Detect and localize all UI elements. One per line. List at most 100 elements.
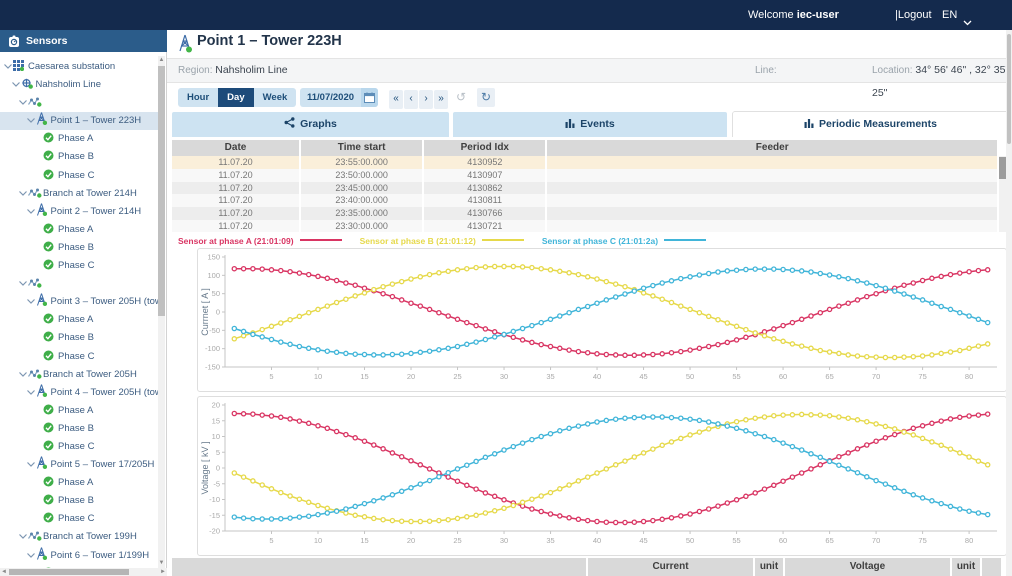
tree-item-phase[interactable]: Phase C	[0, 257, 160, 275]
range-button-day[interactable]: Day	[218, 88, 253, 107]
legend-item-phase-a[interactable]: Sensor at phase A (21:01:09)	[178, 236, 342, 246]
legend-item-phase-b[interactable]: Sensor at phase B (21:01:12)	[360, 236, 524, 246]
tree-item-phase[interactable]: Phase A	[0, 311, 160, 329]
tree-item-point-4-tower-205h-towards-1-205h[interactable]: Point 4 – Tower 205H (towards 1/205H)	[0, 384, 160, 402]
caret-down-icon[interactable]	[18, 94, 28, 112]
caret-down-icon[interactable]	[26, 112, 36, 130]
date-value[interactable]: 11/07/2020	[300, 88, 361, 107]
tree-item-phase[interactable]: Phase B	[0, 148, 160, 166]
calendar-icon[interactable]	[361, 88, 378, 107]
caret-down-icon[interactable]	[26, 203, 36, 221]
table-row[interactable]: 11.07.2023:50:00.0004130907	[172, 169, 999, 182]
y-tick-label: 150	[207, 253, 220, 262]
range-button-week[interactable]: Week	[254, 88, 297, 107]
x-tick-label: 75	[918, 536, 926, 545]
tree-item-phase[interactable]: Phase B	[0, 239, 160, 257]
tree-item-branch-at-tower-199h[interactable]: Branch at Tower 199H	[0, 528, 160, 546]
column-header-period-idx[interactable]: Period Idx	[424, 140, 547, 156]
scroll-down-icon[interactable]: ▼	[158, 559, 165, 568]
previous-icon[interactable]: ‹	[404, 90, 418, 109]
tree-item-branch[interactable]	[0, 94, 160, 112]
tree-item-point-2-tower-214h[interactable]: Point 2 – Tower 214H	[0, 203, 160, 221]
table-row[interactable]: 11.07.2023:40:00.0004130811	[172, 194, 999, 207]
scroll-left-icon[interactable]: ◄	[0, 568, 8, 576]
first-page-icon[interactable]: «	[389, 90, 403, 109]
undo-icon[interactable]: ↺	[453, 88, 469, 107]
tree-item-phase[interactable]: Phase B	[0, 492, 160, 510]
caret-down-icon[interactable]	[18, 275, 28, 293]
caret-down-icon[interactable]	[18, 185, 28, 203]
caret-down-icon[interactable]	[26, 547, 36, 565]
range-button-hour[interactable]: Hour	[178, 88, 218, 107]
tree-item-phase[interactable]: Phase C	[0, 348, 160, 366]
tree-item-branch[interactable]	[0, 275, 160, 293]
sensor-badge-icon	[8, 34, 20, 56]
caret-down-icon[interactable]	[26, 384, 36, 402]
caret-down-icon[interactable]	[18, 528, 28, 546]
x-tick-label: 5	[269, 536, 273, 545]
table-row[interactable]: 11.07.2023:45:00.0004130862	[172, 182, 999, 195]
x-tick-label: 50	[686, 372, 694, 381]
date-picker[interactable]: 11/07/2020	[300, 88, 378, 107]
caret-down-icon[interactable]	[26, 456, 36, 474]
cell-period-idx: 4130907	[424, 169, 547, 182]
caret-down-icon[interactable]	[26, 293, 36, 311]
tree-item-phase[interactable]: Phase A	[0, 402, 160, 420]
column-header-time-start[interactable]: Time start	[301, 140, 424, 156]
sidebar-vertical-scrollbar[interactable]: ▲ ▼	[158, 56, 165, 568]
tree-item-nahsholim-line[interactable]: Nahsholim Line	[0, 76, 160, 94]
sidebar-header: Sensors	[0, 30, 167, 52]
column-header-feeder[interactable]: Feeder	[547, 140, 999, 156]
scrollbar-thumb[interactable]	[9, 569, 129, 575]
column-header-date[interactable]: Date	[172, 140, 301, 156]
tab-periodic-measurements[interactable]: Periodic Measurements	[733, 112, 1008, 137]
tree-item-branch-at-tower-214h[interactable]: Branch at Tower 214H	[0, 185, 160, 203]
refresh-icon[interactable]: ↻	[477, 88, 495, 107]
tab-graphs[interactable]: Graphs	[172, 112, 449, 137]
tree-item-label: Branch at Tower 214H	[43, 188, 137, 199]
logout-link[interactable]: |Logout	[895, 0, 932, 30]
table-scrollbar[interactable]	[999, 156, 1006, 232]
tree-item-phase[interactable]: Phase B	[0, 420, 160, 438]
table-row[interactable]: 11.07.2023:35:00.0004130766	[172, 207, 999, 220]
tree-item-phase[interactable]: Phase C	[0, 510, 160, 528]
x-tick-label: 55	[732, 372, 740, 381]
caret-down-icon[interactable]	[11, 76, 21, 94]
tree-item-phase[interactable]: Phase C	[0, 438, 160, 456]
scrollbar-thumb[interactable]	[1007, 34, 1011, 144]
tree-item-point-3-tower-205h-towards-206h[interactable]: Point 3 – Tower 205H (towards 206H)	[0, 293, 160, 311]
tree-item-phase[interactable]: Phase A	[0, 474, 160, 492]
bottom-bar-cell-unit: unit	[755, 558, 785, 576]
page-scrollbar[interactable]	[1006, 30, 1012, 576]
caret-down-icon[interactable]	[18, 366, 28, 384]
bottom-summary-bar: CurrentunitVoltageunit	[172, 558, 1001, 576]
scrollbar-thumb[interactable]	[158, 66, 165, 316]
tree-item-point-1-tower-223h[interactable]: Point 1 – Tower 223H	[0, 112, 160, 130]
legend-item-phase-c[interactable]: Sensor at phase C (21:01:2a)	[542, 236, 706, 246]
next-icon[interactable]: ›	[419, 90, 433, 109]
language-selector[interactable]: EN	[942, 0, 957, 30]
last-page-icon[interactable]: »	[434, 90, 448, 109]
tree-item-label: Phase A	[58, 314, 93, 325]
legend-label: Sensor at phase A (21:01:09)	[178, 236, 294, 246]
tab-events[interactable]: Events	[453, 112, 727, 137]
scroll-up-icon[interactable]: ▲	[158, 56, 165, 65]
tree-item-label: Phase C	[58, 260, 94, 271]
scroll-right-icon[interactable]: ►	[159, 568, 167, 576]
sidebar-horizontal-scrollbar[interactable]: ◄ ►	[0, 568, 167, 576]
line-field: Line:	[755, 59, 777, 82]
tree-item-branch-at-tower-205h[interactable]: Branch at Tower 205H	[0, 366, 160, 384]
tree-item-point-5-tower-17-205h[interactable]: Point 5 – Tower 17/205H	[0, 456, 160, 474]
tree-item-phase[interactable]: Phase C	[0, 167, 160, 185]
x-tick-label: 45	[639, 536, 647, 545]
table-row[interactable]: 11.07.2023:55:00.0004130952	[172, 156, 999, 169]
scrollbar-thumb[interactable]	[999, 157, 1006, 179]
chevron-down-icon[interactable]	[963, 13, 972, 31]
tree-item-phase[interactable]: Phase A	[0, 221, 160, 239]
caret-down-icon[interactable]	[3, 58, 13, 76]
tree-item-phase[interactable]: Phase B	[0, 329, 160, 347]
y-tick-label: -150	[205, 363, 220, 372]
tree-item-point-6-tower-1-199h[interactable]: Point 6 – Tower 1/199H	[0, 547, 160, 565]
tree-item-caesarea-substation[interactable]: Caesarea substation	[0, 58, 160, 76]
tree-item-phase[interactable]: Phase A	[0, 130, 160, 148]
